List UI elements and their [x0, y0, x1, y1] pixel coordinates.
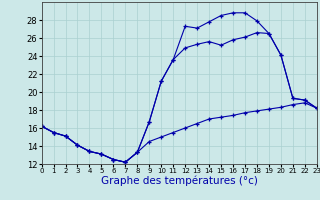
X-axis label: Graphe des températures (°c): Graphe des températures (°c)	[101, 176, 258, 186]
